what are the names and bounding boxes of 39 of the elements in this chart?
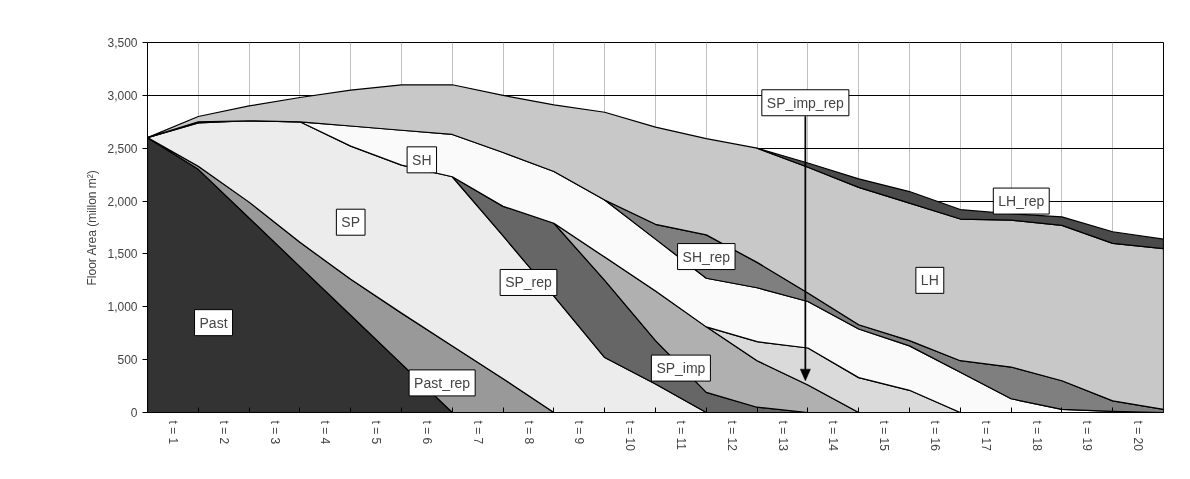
series-label: LH_rep xyxy=(998,193,1045,210)
series-label: SH_rep xyxy=(682,248,731,265)
x-tick-label: t = 6 xyxy=(419,420,434,445)
x-tick-label: t = 18 xyxy=(1029,420,1044,452)
series-label: SP xyxy=(341,214,361,231)
x-tick-label: t = 12 xyxy=(724,420,739,452)
series-label: SP_rep xyxy=(505,274,553,291)
y-tick-label: 2,500 xyxy=(107,141,138,156)
x-tick-label: t = 20 xyxy=(1131,420,1146,452)
y-tick-label: 2,000 xyxy=(107,194,138,209)
x-tick-label: t = 13 xyxy=(775,420,790,452)
y-tick-label: 1,000 xyxy=(107,300,138,315)
x-tick-label: t = 19 xyxy=(1080,420,1095,452)
x-tick-label: t = 5 xyxy=(369,420,384,445)
x-tick-label: t = 16 xyxy=(927,420,942,452)
y-tick-label: 500 xyxy=(117,353,138,368)
y-tick-label: 0 xyxy=(130,406,138,420)
series-label: LH xyxy=(920,272,939,289)
text: SP_imp_rep xyxy=(766,94,845,111)
x-tick-label: t = 11 xyxy=(673,420,688,451)
x-tick-label: t = 3 xyxy=(267,420,282,445)
y-tick-label: 3,000 xyxy=(107,88,138,103)
series-label: SH xyxy=(412,151,432,168)
series-label: Past xyxy=(199,314,228,331)
x-tick-label: t = 15 xyxy=(877,420,892,452)
x-tick-label: t = 14 xyxy=(826,420,841,452)
y-tick-label: 1,500 xyxy=(107,247,138,262)
y-axis-title: Floor Area (millon m²) xyxy=(85,170,100,286)
x-tick-label: t = 17 xyxy=(978,420,993,452)
x-tick-label: t = 1 xyxy=(165,420,180,445)
series-label: SP_imp xyxy=(656,360,706,377)
x-tick-label: t = 7 xyxy=(470,420,485,445)
x-tick-label: t = 10 xyxy=(623,420,638,452)
series-label: Past_rep xyxy=(414,374,471,391)
x-tick-label: t = 9 xyxy=(572,420,587,445)
x-tick-label: t = 2 xyxy=(216,420,231,445)
x-tick-label: t = 4 xyxy=(318,420,333,445)
y-tick-label: 3,500 xyxy=(107,36,138,50)
x-tick-label: t = 8 xyxy=(521,420,536,445)
